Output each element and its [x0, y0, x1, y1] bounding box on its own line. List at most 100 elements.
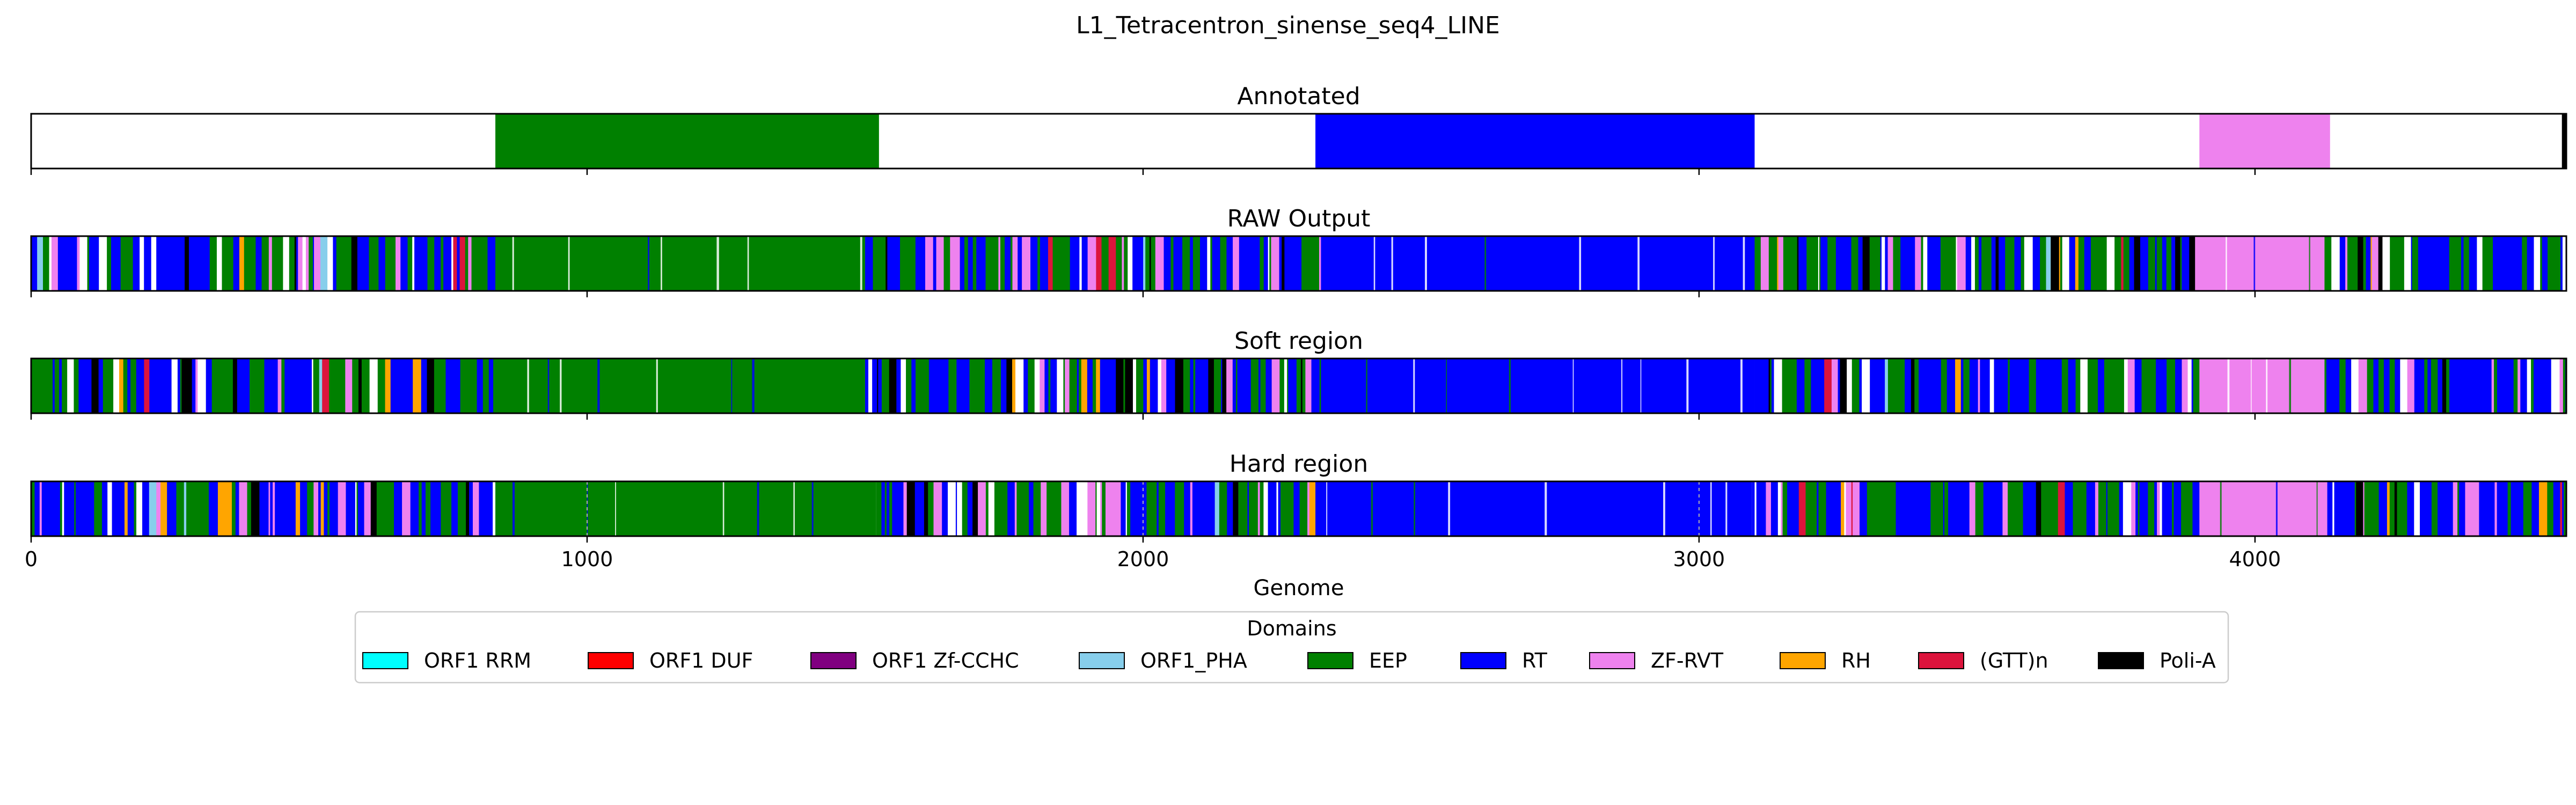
- noise-stripe: [2327, 481, 2333, 536]
- noise-stripe: [60, 481, 63, 536]
- noise-stripe: [2428, 236, 2436, 291]
- noise-stripe: [1249, 236, 1257, 291]
- noise-stripe: [2438, 358, 2443, 413]
- noise-stripe: [484, 481, 487, 536]
- noise-stripe: [2389, 358, 2395, 413]
- noise-stripe: [2021, 236, 2025, 291]
- noise-stripe: [2482, 236, 2485, 291]
- noise-stripe: [1944, 481, 1949, 536]
- domain-segment: [2199, 358, 2325, 413]
- noise-stripe: [1052, 236, 1059, 291]
- domain-stripe: [1640, 358, 1642, 413]
- domain-stripe: [540, 236, 543, 291]
- noise-stripe: [968, 236, 974, 291]
- noise-stripe: [460, 358, 466, 413]
- noise-stripe: [2135, 481, 2139, 536]
- noise-stripe: [1968, 236, 1972, 291]
- noise-stripe: [1818, 236, 1820, 291]
- noise-stripe: [1163, 236, 1171, 291]
- noise-stripe: [375, 236, 379, 291]
- noise-stripe: [1226, 358, 1233, 413]
- noise-stripe: [2156, 236, 2163, 291]
- legend-swatch: [810, 652, 857, 669]
- noise-stripe: [2564, 481, 2567, 536]
- noise-stripe: [1077, 358, 1079, 413]
- noise-stripe: [1282, 481, 1288, 536]
- noise-stripe: [2332, 481, 2334, 536]
- noise-stripe: [1107, 358, 1112, 413]
- noise-stripe: [2334, 358, 2340, 413]
- noise-stripe: [1843, 236, 1852, 291]
- legend-swatch: [2098, 652, 2144, 669]
- noise-stripe: [390, 358, 398, 413]
- noise-stripe: [357, 236, 364, 291]
- noise-stripe: [1238, 481, 1240, 536]
- noise-stripe: [1907, 236, 1915, 291]
- noise-stripe: [2370, 236, 2373, 291]
- noise-stripe: [1028, 358, 1035, 413]
- noise-stripe: [2092, 481, 2096, 536]
- noise-stripe: [1073, 481, 1077, 536]
- noise-stripe: [933, 358, 941, 413]
- noise-stripe: [451, 481, 458, 536]
- noise-stripe: [305, 236, 309, 291]
- noise-stripe: [1818, 481, 1827, 536]
- noise-stripe: [96, 236, 99, 291]
- noise-stripe: [270, 358, 273, 413]
- noise-stripe: [2119, 358, 2125, 413]
- noise-stripe: [1033, 481, 1041, 536]
- noise-stripe: [1309, 481, 1316, 536]
- noise-stripe: [2167, 358, 2176, 413]
- noise-stripe: [1190, 481, 1193, 536]
- noise-stripe: [2175, 236, 2181, 291]
- noise-stripe: [2020, 358, 2030, 413]
- noise-stripe: [2441, 481, 2446, 536]
- noise-stripe: [1914, 358, 1917, 413]
- noise-stripe: [381, 358, 386, 413]
- noise-stripe: [972, 481, 978, 536]
- noise-stripe: [1911, 358, 1915, 413]
- noise-stripe: [1880, 236, 1882, 291]
- noise-stripe: [928, 481, 934, 536]
- noise-stripe: [1040, 358, 1045, 413]
- noise-stripe: [1781, 481, 1783, 536]
- noise-stripe: [2106, 481, 2108, 536]
- noise-stripe: [1978, 236, 1982, 291]
- noise-stripe: [2050, 481, 2059, 536]
- noise-stripe: [111, 236, 119, 291]
- noise-stripe: [1790, 236, 1798, 291]
- noise-stripe: [259, 481, 265, 536]
- noise-stripe: [2075, 236, 2079, 291]
- noise-stripe: [2431, 481, 2435, 536]
- noise-stripe: [345, 358, 353, 413]
- domain-stripe: [648, 236, 649, 291]
- domain-stripe: [2227, 358, 2230, 413]
- noise-stripe: [493, 481, 496, 536]
- noise-stripe: [2160, 481, 2163, 536]
- noise-stripe: [906, 481, 916, 536]
- noise-stripe: [122, 481, 125, 536]
- noise-stripe: [1096, 358, 1101, 413]
- track-title: Hard region: [1230, 450, 1368, 478]
- noise-stripe: [151, 236, 157, 291]
- noise-stripe: [123, 358, 128, 413]
- noise-stripe: [2479, 481, 2487, 536]
- noise-stripe: [362, 481, 365, 536]
- noise-stripe: [1940, 236, 1949, 291]
- noise-stripe: [1153, 358, 1158, 413]
- noise-stripe: [1076, 236, 1080, 291]
- noise-stripe: [1195, 236, 1201, 291]
- noise-stripe: [1030, 236, 1038, 291]
- noise-stripe: [296, 236, 298, 291]
- noise-stripe: [427, 236, 435, 291]
- noise-stripe: [936, 236, 945, 291]
- noise-stripe: [1284, 358, 1287, 413]
- noise-stripe: [133, 236, 140, 291]
- legend-label: RH: [1841, 649, 1871, 672]
- noise-stripe: [1287, 358, 1289, 413]
- noise-stripe: [216, 236, 222, 291]
- noise-stripe: [1254, 358, 1259, 413]
- noise-stripe: [434, 236, 441, 291]
- noise-stripe: [1121, 481, 1126, 536]
- noise-stripe: [906, 358, 912, 413]
